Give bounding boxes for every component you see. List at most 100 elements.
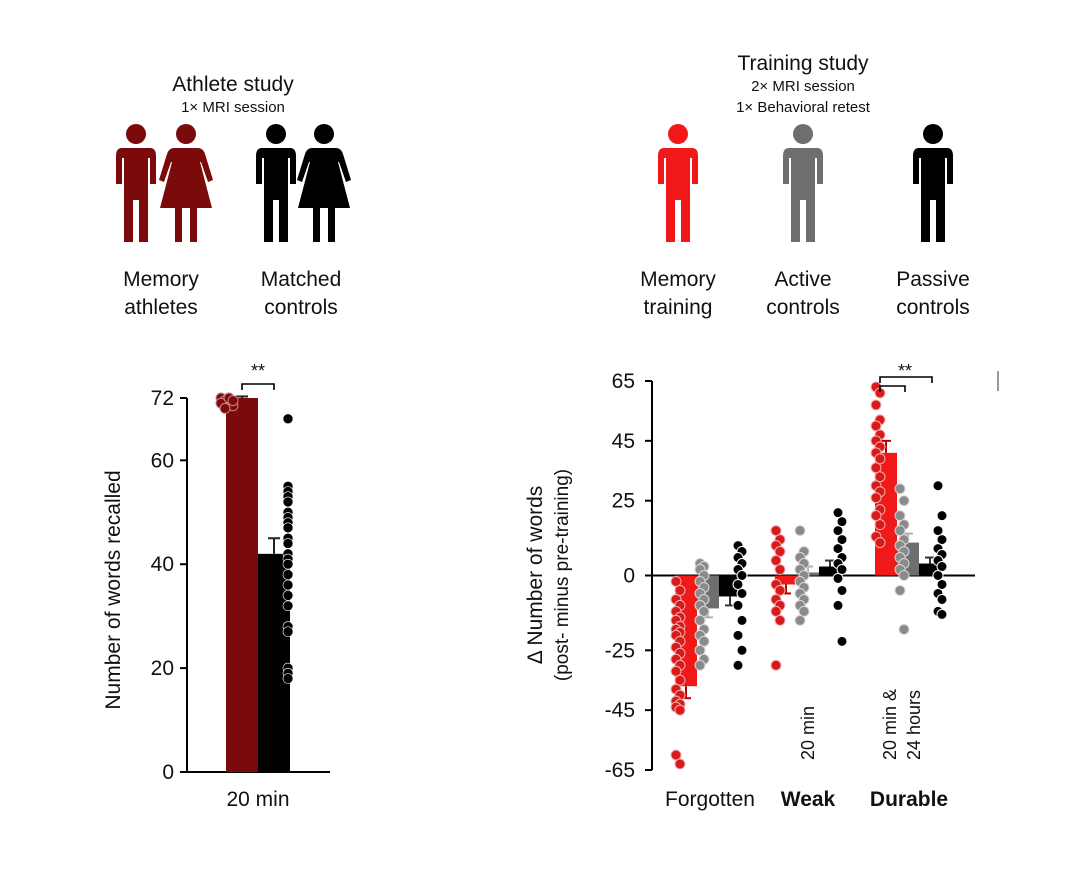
category-forgotten: Forgotten — [665, 788, 755, 811]
right-y-tick-label: 45 — [612, 430, 635, 453]
active-controls-icon — [783, 124, 823, 242]
right-point-memory-training — [774, 546, 786, 558]
training-study-subtitle-2: 1× Behavioral retest — [736, 99, 871, 116]
right-y-tick-label: -65 — [605, 759, 635, 782]
left-point-control — [282, 673, 294, 684]
right-chart: -65 -45 -25 0 25 45 65 — [605, 370, 975, 782]
right-point-passive-controls — [732, 599, 744, 611]
right-point-memory-training — [674, 704, 686, 716]
right-point-memory-training — [770, 605, 782, 617]
right-point-memory-training — [870, 510, 882, 522]
control-woman-icon — [297, 124, 351, 242]
right-point-memory-training — [870, 399, 882, 411]
right-point-passive-controls — [732, 578, 744, 590]
left-y-tick-label: 20 — [151, 657, 174, 680]
left-chart-significance: ** — [251, 361, 265, 381]
left-significance-bracket — [241, 383, 275, 390]
category-durable: Durable — [870, 788, 948, 811]
left-bar-athletes — [226, 398, 258, 772]
right-point-active-controls — [898, 495, 910, 507]
right-point-passive-controls — [936, 510, 948, 522]
right-point-passive-controls — [736, 614, 748, 626]
category-weak: Weak — [781, 788, 836, 811]
active-controls-label-1: Active — [774, 268, 831, 291]
left-y-tick-label: 0 — [162, 761, 174, 784]
right-point-passive-controls — [832, 543, 844, 555]
right-y-tick-label: 65 — [612, 370, 635, 393]
left-point-control — [282, 413, 294, 425]
left-point-control — [282, 496, 294, 508]
right-point-passive-controls — [836, 584, 848, 596]
left-point-control — [282, 569, 294, 580]
right-point-active-controls — [698, 605, 710, 617]
right-point-memory-training — [870, 420, 882, 432]
right-significance-bracket-outer — [879, 376, 933, 383]
left-y-tick-label: 72 — [151, 387, 174, 410]
right-point-active-controls — [694, 614, 706, 626]
left-point-athlete — [219, 402, 231, 414]
right-point-passive-controls — [936, 608, 948, 620]
weak-note: 20 min — [798, 706, 818, 760]
right-point-passive-controls — [936, 578, 948, 590]
athletes-label-line1: Memory — [123, 268, 199, 291]
right-point-passive-controls — [832, 525, 844, 537]
right-bar-memory-training — [775, 575, 797, 585]
right-point-memory-training — [770, 525, 782, 537]
right-point-memory-training — [870, 462, 882, 474]
right-point-active-controls — [898, 570, 910, 581]
left-point-control — [282, 579, 294, 591]
right-point-passive-controls — [832, 507, 844, 519]
memory-training-label-2: training — [644, 296, 713, 319]
right-point-passive-controls — [832, 599, 844, 611]
athlete-man-icon — [116, 124, 156, 242]
right-point-memory-training — [670, 665, 682, 677]
right-point-passive-controls — [836, 635, 848, 647]
right-point-passive-controls — [836, 534, 848, 546]
right-point-memory-training — [674, 584, 686, 596]
right-point-active-controls — [898, 623, 910, 635]
right-point-passive-controls — [736, 570, 748, 581]
right-point-passive-controls — [932, 480, 944, 492]
right-point-passive-controls — [936, 534, 948, 546]
right-point-passive-controls — [836, 564, 848, 576]
passive-controls-label-2: controls — [896, 296, 970, 319]
right-point-active-controls — [894, 483, 906, 495]
right-point-passive-controls — [736, 587, 748, 599]
left-point-control — [282, 600, 294, 612]
right-point-active-controls — [894, 525, 906, 537]
right-point-passive-controls — [836, 516, 848, 528]
right-point-passive-controls — [932, 570, 944, 581]
left-point-control — [282, 590, 294, 601]
active-controls-label-2: controls — [766, 296, 840, 319]
right-point-memory-training — [670, 575, 682, 587]
left-point-control — [282, 538, 294, 549]
durable-note-1: 20 min & — [880, 689, 900, 760]
right-bar-passive-controls — [819, 566, 841, 576]
right-point-passive-controls — [732, 629, 744, 641]
athlete-study-title: Athlete study — [172, 73, 294, 96]
right-point-passive-controls — [832, 572, 844, 584]
memory-training-icon — [658, 124, 698, 242]
right-y-tick-label: -45 — [605, 699, 635, 722]
athlete-woman-icon — [159, 124, 213, 242]
right-point-active-controls — [894, 510, 906, 522]
left-chart-category: 20 min — [226, 788, 289, 811]
right-point-active-controls — [694, 644, 706, 656]
right-point-memory-training — [874, 453, 886, 465]
left-point-control — [282, 522, 294, 534]
right-point-memory-training — [874, 471, 886, 483]
right-point-memory-training — [774, 584, 786, 596]
memory-training-label-1: Memory — [640, 268, 716, 291]
right-y-tick-label: 0 — [623, 565, 635, 588]
left-point-athlete — [227, 395, 239, 407]
right-point-memory-training — [674, 674, 686, 686]
right-chart-significance: ** — [898, 361, 912, 381]
right-point-active-controls — [894, 584, 906, 596]
passive-controls-icon — [913, 124, 953, 242]
control-man-icon — [256, 124, 296, 242]
right-point-memory-training — [874, 537, 886, 549]
right-point-memory-training — [774, 614, 786, 626]
right-y-tick-label: -25 — [605, 639, 635, 662]
right-point-memory-training — [770, 555, 782, 567]
right-point-passive-controls — [936, 593, 948, 605]
